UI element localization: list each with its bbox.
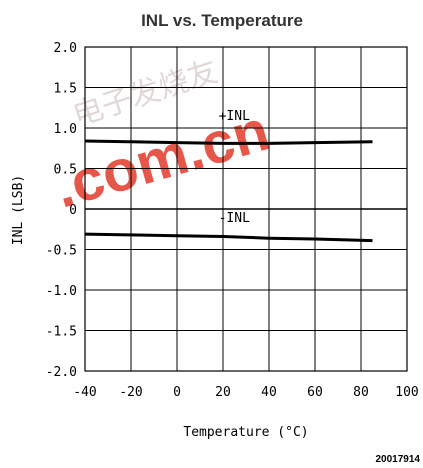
- y-tick-labels: 2.0 1.5 1.0 0.5 0 -0.5 -1.0 -1.5 -2.0: [46, 41, 77, 380]
- chart-title: INL vs. Temperature: [141, 11, 303, 30]
- watermark: 电子发烧友 .com.cn: [47, 54, 276, 221]
- x-tick-label: 100: [395, 385, 418, 400]
- series-lines: [84, 139, 373, 243]
- plot-frame: [84, 46, 408, 372]
- y-tick-label: -1.0: [46, 284, 77, 299]
- y-tick-label: -1.5: [46, 325, 77, 340]
- y-tick-label: -0.5: [46, 244, 77, 259]
- y-tick-label: 2.0: [54, 41, 77, 56]
- x-tick-label: 60: [307, 385, 323, 400]
- x-tick-label: 0: [173, 385, 181, 400]
- annotations: +INL -INL: [219, 109, 250, 226]
- x-tick-labels: -40 -20 0 20 40 60 80 100: [73, 385, 418, 400]
- y-tick-label: -2.0: [46, 365, 77, 380]
- y-tick-label: 0.5: [54, 163, 77, 178]
- x-tick-label: 80: [353, 385, 369, 400]
- series-line-minus-inl: [84, 232, 373, 243]
- plot-border: [84, 46, 408, 372]
- x-tick-label: -20: [119, 385, 142, 400]
- y-tick-label: 1.5: [54, 82, 77, 97]
- annotation-label: -INL: [219, 211, 250, 226]
- y-axis-label: INL (LSB): [11, 175, 26, 245]
- x-tick-label: -40: [73, 385, 96, 400]
- x-tick-label: 40: [261, 385, 277, 400]
- x-tick-label: 20: [215, 385, 231, 400]
- figure-id: 20017914: [376, 454, 421, 465]
- y-tick-label: 1.0: [54, 122, 77, 137]
- series-line-plus-inl: [84, 139, 373, 145]
- x-axis-label: Temperature (°C): [183, 425, 308, 440]
- y-tick-label: 0: [69, 203, 77, 218]
- annotation-label: +INL: [219, 109, 250, 124]
